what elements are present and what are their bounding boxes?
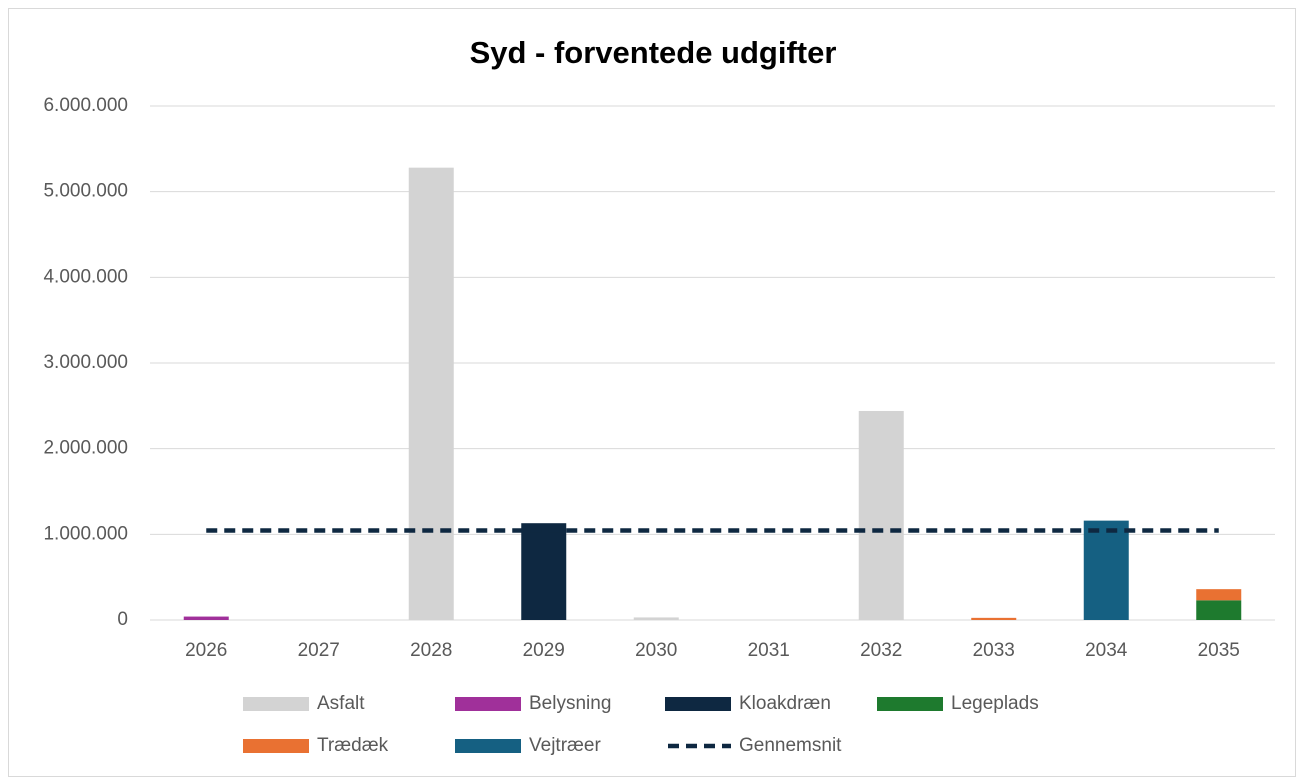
bar — [1083, 520, 1129, 620]
x-tick-label: 2028 — [410, 640, 452, 661]
x-tick-label: 2031 — [748, 640, 790, 661]
legend-label: Trædæk — [317, 735, 389, 756]
legend-swatch — [243, 739, 309, 753]
legend-swatch — [665, 697, 731, 711]
legend-label: Asfalt — [317, 693, 365, 714]
bar — [1196, 600, 1242, 620]
bar — [1196, 589, 1242, 601]
legend-label: Gennemsnit — [739, 735, 842, 756]
bar — [408, 167, 454, 620]
x-tick-label: 2032 — [860, 640, 902, 661]
x-tick-label: 2026 — [185, 640, 227, 661]
x-tick-label: 2034 — [1085, 640, 1128, 661]
y-tick-label: 4.000.000 — [43, 266, 128, 287]
chart-title: Syd - forventede udgifter — [470, 35, 837, 70]
y-tick-label: 1.000.000 — [43, 523, 128, 544]
y-tick-label: 2.000.000 — [43, 438, 128, 459]
x-tick-label: 2029 — [523, 640, 565, 661]
x-tick-label: 2035 — [1198, 640, 1240, 661]
bar — [183, 616, 229, 620]
bar — [633, 617, 679, 620]
legend-swatch — [455, 697, 521, 711]
chart-border — [8, 8, 1296, 777]
legend-label: Kloakdræn — [739, 693, 831, 714]
y-tick-label: 5.000.000 — [43, 181, 128, 202]
y-tick-label: 0 — [117, 609, 128, 630]
y-tick-label: 6.000.000 — [43, 95, 128, 116]
legend-swatch — [243, 697, 309, 711]
legend-label: Vejtræer — [529, 735, 601, 756]
bar — [858, 410, 904, 620]
y-tick-label: 3.000.000 — [43, 352, 128, 373]
legend-label: Belysning — [529, 693, 611, 714]
legend-swatch — [877, 697, 943, 711]
bar — [971, 617, 1017, 620]
legend-label: Legeplads — [951, 693, 1039, 714]
x-tick-label: 2030 — [635, 640, 677, 661]
x-tick-label: 2027 — [298, 640, 340, 661]
x-tick-label: 2033 — [973, 640, 1015, 661]
bar — [521, 523, 567, 620]
legend-swatch — [455, 739, 521, 753]
